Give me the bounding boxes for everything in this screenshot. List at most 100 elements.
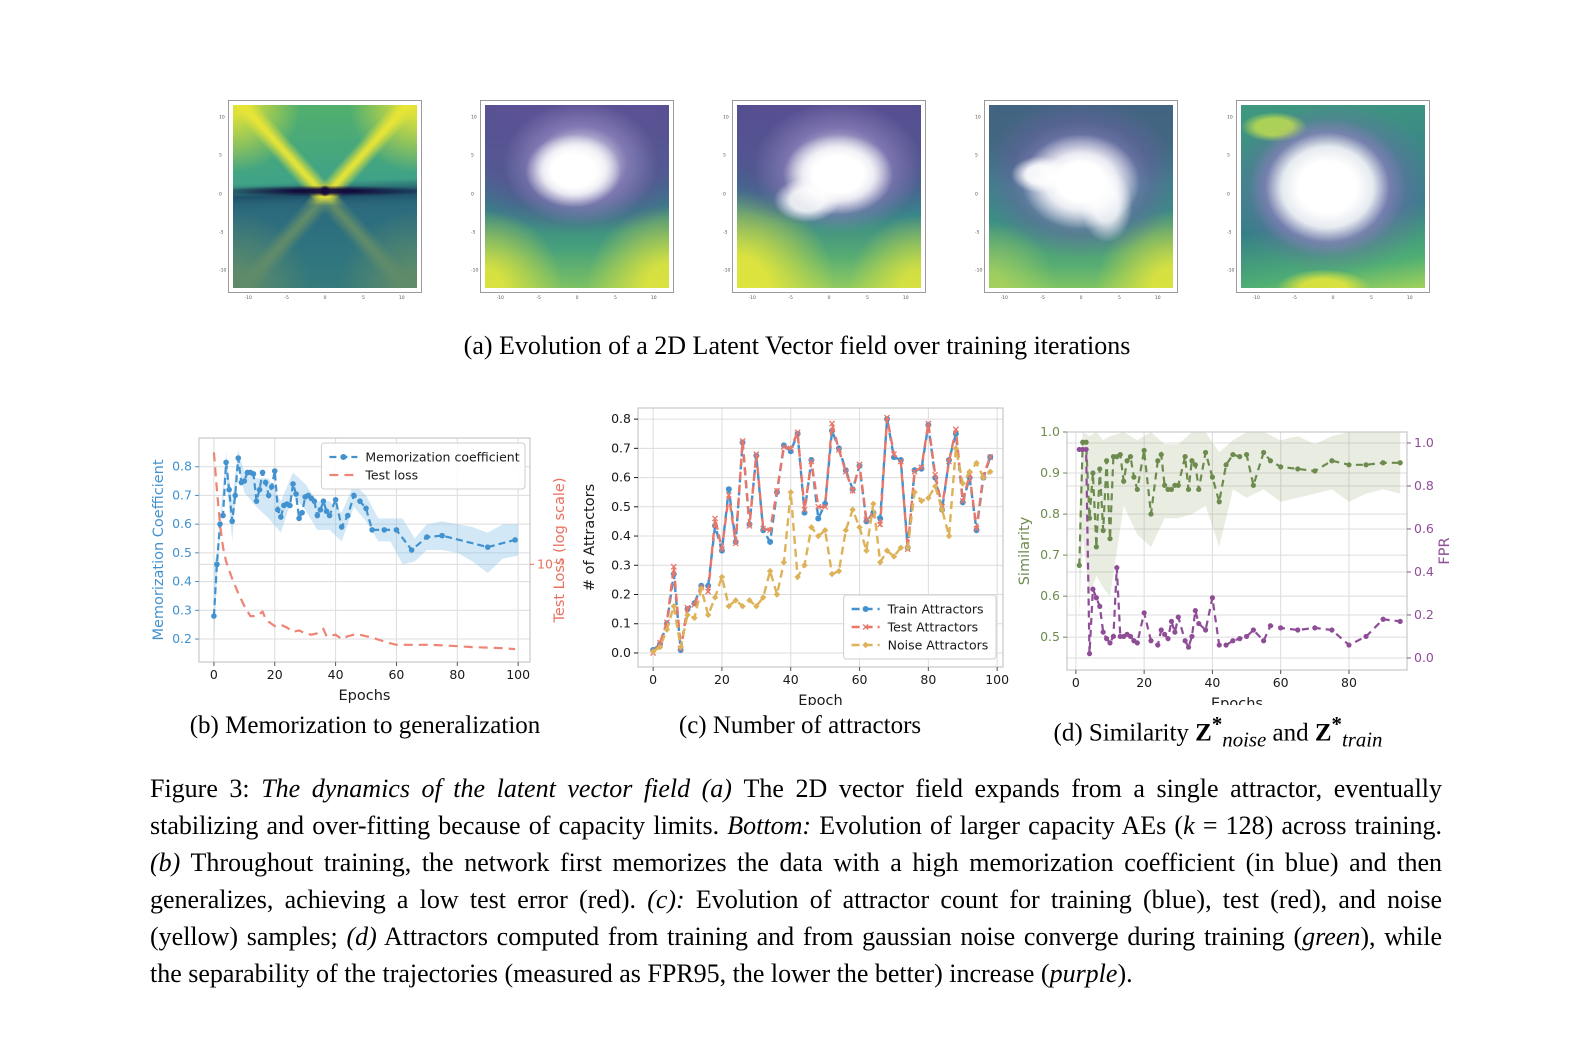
subcaption-d: (d) Similarity Z*noise and Z*train — [1008, 712, 1428, 752]
data-point — [1192, 462, 1198, 468]
data-point — [1172, 629, 1178, 635]
data-point — [512, 537, 518, 543]
data-point — [1216, 499, 1222, 505]
data-point — [253, 498, 260, 504]
legend-label: Test loss — [364, 468, 418, 483]
panel-x-tick-label: 0 — [1079, 296, 1083, 301]
panel-y-tick-label: 5 — [471, 153, 474, 159]
panel-y-tick-label: 5 — [975, 153, 978, 159]
data-point — [1134, 486, 1140, 493]
panel-y-tick-label: -10 — [975, 268, 983, 274]
panel-x-tick-label: 10 — [398, 296, 405, 301]
text-segment: The 2D vector field expands from a singl… — [150, 774, 1443, 840]
data-point — [211, 613, 217, 619]
panel-x-tick-label: 0 — [575, 296, 579, 301]
data-point — [1076, 562, 1082, 568]
data-point — [1103, 458, 1110, 464]
panel-x-tick-label: 0 — [323, 296, 327, 301]
panel-x-tick-label: -5 — [788, 296, 793, 301]
data-point — [746, 522, 753, 529]
data-point — [760, 527, 767, 534]
data-point — [787, 445, 794, 452]
data-point — [1086, 651, 1093, 657]
data-point — [932, 483, 939, 490]
data-point — [911, 488, 918, 496]
legend-label: Memorization coefficient — [365, 450, 519, 465]
data-point — [290, 481, 296, 487]
data-point — [1083, 446, 1089, 453]
y2-axis-label: FPR — [1437, 537, 1453, 564]
data-point — [424, 534, 430, 540]
y-tick-label: 0.5 — [611, 499, 631, 514]
data-point — [952, 426, 959, 433]
text-segment: Z — [1314, 719, 1332, 747]
data-point — [1189, 458, 1195, 464]
panel-x-tick-label: 5 — [361, 296, 365, 301]
confidence-band — [1079, 432, 1401, 617]
data-point — [925, 420, 932, 427]
memorization-generalization-chart-svg: 0 20 40 60 80 100 0.2 0.3 0.4 0.5 0.6 0.7 0.8 10⁻¹ Epo… — [151, 437, 568, 704]
data-point — [1158, 627, 1164, 633]
data-point — [835, 445, 842, 452]
vector-field-panel-2: 10 5 0 -5 -10 -10 -5 0 5 10 — [471, 100, 674, 301]
data-point — [369, 527, 375, 533]
data-point — [1148, 511, 1154, 517]
data-point — [959, 497, 966, 505]
panel-x-tick-label: 5 — [1369, 296, 1373, 301]
data-point — [381, 527, 388, 533]
panel-x-tick-label: -5 — [284, 296, 289, 301]
data-point — [1107, 640, 1113, 646]
data-point — [1097, 603, 1103, 609]
y-tick-label: 0.4 — [172, 574, 192, 589]
data-point — [274, 506, 281, 513]
data-point — [1237, 454, 1243, 460]
y2-tick-label: 0.2 — [1414, 607, 1434, 622]
text-segment: (b) — [150, 848, 181, 877]
data-point — [351, 492, 357, 499]
data-point — [1196, 620, 1202, 627]
data-point — [262, 479, 269, 486]
panel-y-tick-label: 5 — [219, 153, 222, 159]
y-tick-label: 0.8 — [1040, 506, 1060, 521]
data-point — [1168, 618, 1175, 625]
vector-field-panel-5-field — [1241, 105, 1425, 288]
x-tick-label: 0 — [210, 667, 218, 682]
data-point — [932, 471, 939, 478]
data-point — [1397, 618, 1403, 625]
y-tick-label: 0.3 — [611, 557, 631, 572]
y-tick-label: 0.7 — [611, 440, 631, 455]
panel-x-tick-label: 0 — [827, 296, 831, 301]
data-point — [1134, 640, 1140, 646]
data-point — [408, 547, 415, 553]
data-point — [760, 525, 767, 532]
data-point — [1110, 633, 1117, 640]
data-point — [1127, 633, 1134, 640]
panel-y-tick-label: -10 — [219, 268, 227, 274]
data-point — [704, 611, 712, 619]
series-line-memorization-coefficient — [212, 457, 516, 617]
data-point — [801, 562, 808, 569]
data-point — [1209, 595, 1216, 601]
data-point — [220, 512, 226, 519]
data-point — [1162, 482, 1168, 488]
data-point — [911, 467, 918, 474]
data-point — [1312, 468, 1318, 474]
data-point — [711, 594, 719, 601]
panel-x-tick-label: 10 — [1154, 296, 1161, 301]
attractor-count-chart-svg: 0 20 40 60 80 100 0.0 0.1 0.2 0.3 0.4 0.5 0.6 0.7 0.8 E… — [582, 407, 1009, 709]
data-point — [1127, 454, 1134, 460]
data-point — [1131, 474, 1137, 480]
y-tick-label: 0.4 — [611, 528, 631, 543]
subcaption-b: (b) Memorization to generalization — [189, 712, 541, 739]
data-point — [959, 499, 966, 506]
data-point — [828, 420, 836, 427]
data-point — [815, 515, 822, 522]
data-point — [863, 516, 870, 524]
legend-box — [320, 442, 526, 490]
data-point — [1346, 462, 1352, 468]
data-point — [1278, 464, 1284, 470]
data-point — [317, 506, 324, 513]
data-point — [1162, 631, 1168, 637]
series-line-test-attractors — [652, 417, 992, 654]
data-point — [1083, 439, 1089, 445]
